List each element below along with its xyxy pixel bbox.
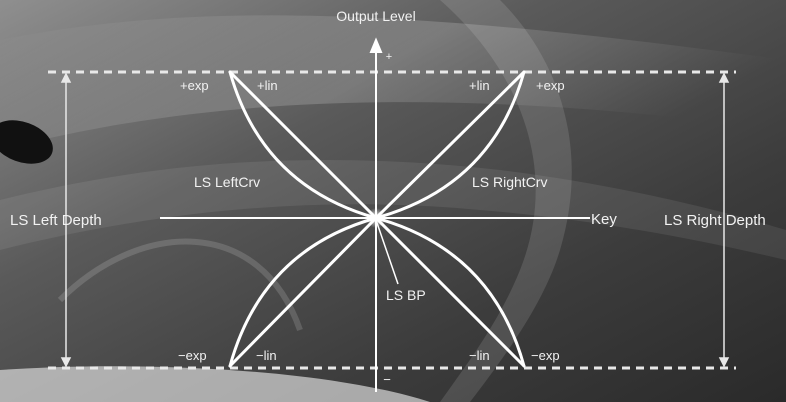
bottom-left-exp-label: −exp [178, 348, 207, 363]
right-depth-arrow-bottom [718, 357, 730, 368]
right-depth-label: LS Right Depth [664, 212, 766, 229]
top-right-lin-label: +lin [469, 78, 490, 93]
scaling-curves [228, 70, 526, 368]
depth-arrows [60, 72, 730, 368]
curve-top-right-lin [374, 70, 526, 220]
curve-bottom-right-exp [374, 216, 526, 368]
bottom-right-lin-label: −lin [469, 348, 490, 363]
breakpoint-label: LS BP [386, 287, 426, 303]
axis-minus-label: − [383, 372, 391, 387]
left-depth-label: LS Left Depth [10, 212, 102, 229]
labels: Output Level + − Key LS Left Depth LS Ri… [10, 8, 766, 387]
bottom-right-exp-label: −exp [531, 348, 560, 363]
depth-guides [48, 70, 736, 370]
left-depth-arrow-top [60, 72, 72, 83]
curve-bottom-left-lin [228, 216, 378, 368]
output-level-label: Output Level [336, 8, 415, 24]
curve-bottom-right-lin [374, 216, 526, 368]
curve-top-right-exp [374, 70, 526, 220]
key-label: Key [591, 211, 617, 228]
output-level-axis-arrow [369, 37, 383, 53]
axis-plus-label: + [386, 51, 392, 63]
breakpoint-leader-line [375, 219, 399, 285]
curve-top-left-lin [228, 70, 378, 220]
left-depth-arrow-bottom [60, 357, 72, 368]
right-curve-label: LS RightCrv [472, 174, 547, 190]
top-right-exp-label: +exp [536, 78, 565, 93]
bottom-left-lin-label: −lin [256, 348, 277, 363]
curve-top-left-exp [228, 70, 378, 220]
breakpoint-dot [366, 208, 386, 228]
right-depth-arrow-top [718, 72, 730, 83]
left-curve-label: LS LeftCrv [194, 174, 260, 190]
top-left-lin-label: +lin [257, 78, 278, 93]
curve-bottom-left-exp [228, 216, 378, 368]
top-left-exp-label: +exp [180, 78, 209, 93]
dark-object [0, 120, 53, 164]
